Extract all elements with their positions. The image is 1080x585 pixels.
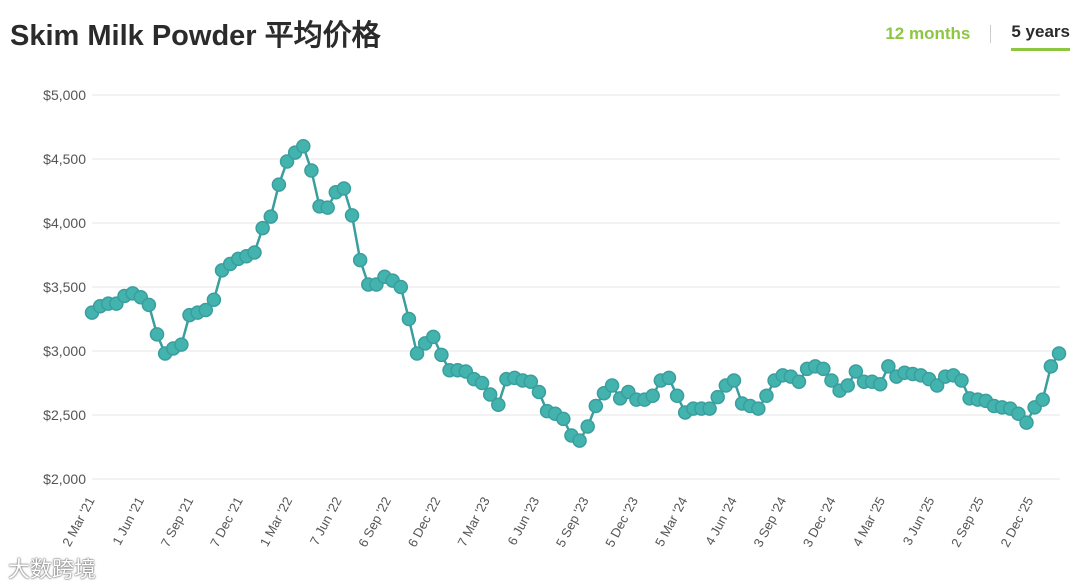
data-point — [669, 388, 685, 404]
page-title: Skim Milk Powder 平均价格 — [10, 20, 381, 52]
x-tick-label: 3 Dec '24 — [800, 494, 839, 549]
x-tick-label: 3 Jun '25 — [900, 494, 938, 547]
data-point — [954, 373, 969, 388]
data-point — [304, 163, 319, 178]
x-tick-label: 6 Sep '22 — [355, 494, 394, 549]
data-point — [661, 370, 677, 386]
data-point — [174, 337, 189, 352]
x-tick-label: 7 Sep '21 — [158, 494, 197, 549]
data-point — [531, 384, 547, 400]
data-point — [263, 209, 279, 224]
range-tabs: 12 months 5 years — [885, 22, 1070, 51]
data-point — [255, 220, 270, 236]
y-tick-label: $4,500 — [43, 151, 86, 167]
data-point — [702, 401, 717, 416]
x-tick-label: 2 Sep '25 — [948, 494, 987, 549]
data-point — [426, 329, 441, 345]
data-point — [279, 154, 295, 169]
data-point — [336, 181, 352, 196]
x-tick-label: 2 Mar '21 — [59, 494, 98, 549]
tab-5-years[interactable]: 5 years — [1011, 22, 1070, 51]
data-point — [1051, 346, 1067, 361]
y-tick-label: $2,500 — [43, 407, 86, 423]
data-point — [1043, 359, 1059, 374]
x-tick-label: 5 Dec '23 — [602, 494, 641, 549]
data-point — [523, 374, 539, 389]
data-point — [434, 347, 449, 363]
data-point — [271, 177, 287, 192]
data-point — [247, 245, 262, 260]
data-point — [1035, 392, 1050, 407]
data-point — [1011, 406, 1026, 421]
data-point — [491, 397, 506, 413]
tab-12-months[interactable]: 12 months — [885, 23, 971, 43]
data-point — [393, 279, 409, 295]
data-point — [296, 138, 311, 154]
data-point — [726, 373, 742, 388]
data-point — [474, 375, 490, 391]
x-tick-label: 2 Dec '25 — [997, 494, 1036, 549]
data-point — [816, 361, 831, 377]
data-point — [206, 292, 222, 308]
watermark-logo: 大数跨境 — [8, 558, 97, 583]
y-tick-label: $2,000 — [43, 471, 86, 487]
y-tick-label: $5,000 — [43, 87, 86, 103]
tab-divider — [990, 24, 992, 43]
x-tick-label: 4 Jun '24 — [702, 494, 740, 547]
y-tick-label: $3,000 — [43, 343, 86, 359]
data-point — [848, 364, 864, 379]
data-point — [401, 311, 417, 327]
data-point — [482, 387, 498, 402]
data-point — [751, 401, 766, 416]
data-point — [588, 398, 604, 414]
data-point — [759, 388, 774, 404]
y-tick-label: $3,500 — [43, 279, 86, 295]
data-point — [320, 200, 335, 215]
x-tick-label: 7 Jun '22 — [307, 494, 345, 547]
data-point — [344, 208, 360, 223]
data-point — [929, 378, 945, 393]
series-line — [91, 144, 1061, 442]
data-point — [409, 346, 425, 361]
data-point — [710, 389, 725, 405]
x-tick-label: 1 Jun '21 — [109, 494, 147, 547]
data-point — [791, 374, 807, 389]
x-tick-label: 7 Dec '21 — [207, 494, 246, 549]
data-point — [556, 411, 571, 427]
x-tick-label: 5 Sep '23 — [553, 494, 592, 549]
data-point — [645, 388, 660, 404]
data-point — [149, 327, 165, 342]
x-tick-label: 3 Sep '24 — [750, 494, 789, 549]
data-point — [872, 377, 888, 392]
y-tick-label: $4,000 — [43, 215, 86, 231]
data-point — [881, 359, 896, 374]
data-point — [824, 373, 839, 388]
data-point — [141, 297, 157, 313]
x-tick-label: 7 Mar '23 — [454, 494, 493, 549]
data-point — [604, 378, 620, 393]
data-point — [572, 433, 587, 448]
data-point — [198, 302, 214, 318]
x-tick-label: 6 Jun '23 — [504, 494, 542, 547]
data-point — [352, 252, 368, 268]
x-tick-label: 1 Mar '22 — [257, 494, 296, 549]
x-tick-label: 5 Mar '24 — [652, 494, 691, 549]
data-point — [840, 378, 855, 393]
data-point — [1019, 415, 1034, 430]
x-tick-label: 4 Mar '25 — [850, 494, 889, 549]
data-point — [580, 419, 595, 434]
x-tick-label: 6 Dec '22 — [405, 494, 444, 549]
